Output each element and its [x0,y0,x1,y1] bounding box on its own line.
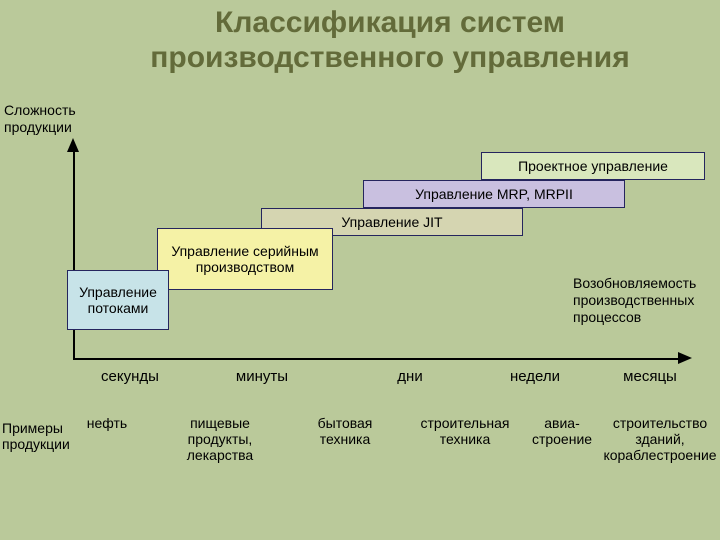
box-mrp: Управление MRP, MRPII [363,180,625,208]
example-construction-equip: строительнаятехника [400,415,530,447]
box-flows: Управление потоками [67,270,169,330]
tick-minutes: минуты [222,368,302,385]
example-food: пищевыепродукты,лекарства [160,415,280,463]
box-serial: Управление серийным производством [157,228,333,290]
example-oil: нефть [76,415,138,431]
tick-months: месяцы [610,368,690,385]
axis-y-arrow-icon [67,138,79,152]
box-proj: Проектное управление [481,152,705,180]
diagram-root: Классификация систем производственного у… [0,0,720,540]
tick-weeks: недели [495,368,575,385]
examples-label: Примерыпродукции [2,420,70,452]
example-aviation: авиа-строение [522,415,602,447]
page-title: Классификация систем производственного у… [110,6,670,75]
example-appliances: бытоваятехника [290,415,400,447]
axis-x-arrow-icon [678,352,692,364]
y-axis-label: Сложностьпродукции [4,102,76,136]
example-buildings: строительствозданий,кораблестроение [598,415,720,463]
tick-days: дни [380,368,440,385]
tick-seconds: секунды [85,368,175,385]
axis-x [73,358,681,360]
x-axis-label: Возобновляемостьпроизводственныхпроцессо… [573,275,696,325]
